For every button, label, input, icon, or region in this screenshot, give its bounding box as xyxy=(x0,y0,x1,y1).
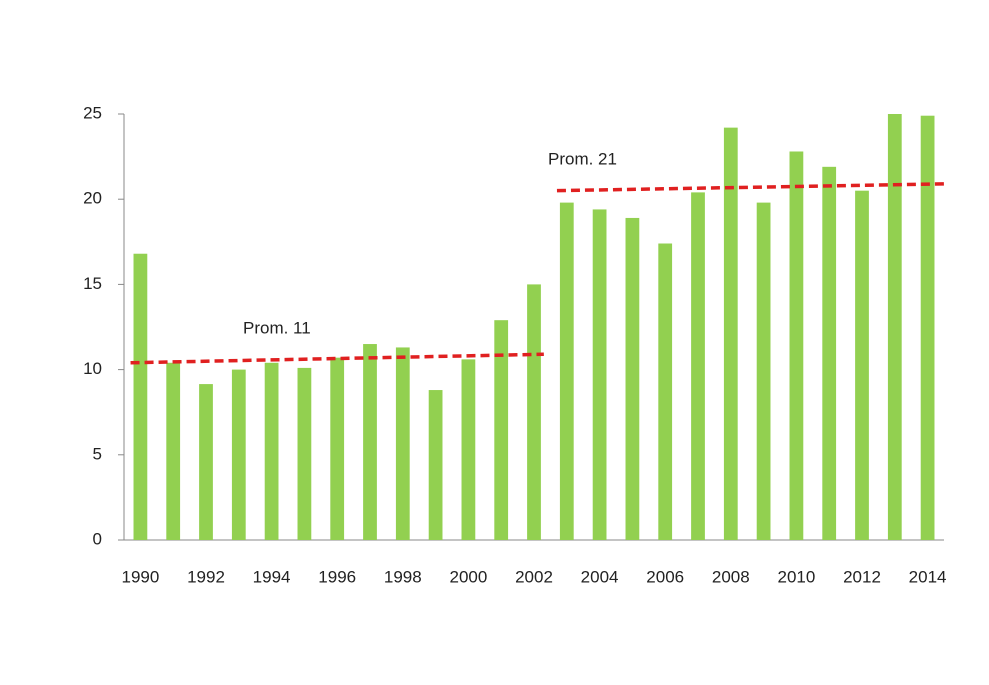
x-tick-label: 1994 xyxy=(253,567,291,586)
bar xyxy=(395,347,410,540)
bar xyxy=(920,115,935,540)
x-tick-label: 2010 xyxy=(777,567,815,586)
bar xyxy=(494,320,509,540)
y-tick-label: 0 xyxy=(93,529,102,548)
bar xyxy=(559,202,574,540)
trend-line xyxy=(130,352,544,365)
bar xyxy=(297,367,312,540)
x-tick-label: 2000 xyxy=(449,567,487,586)
x-tick-label: 1990 xyxy=(121,567,159,586)
bar xyxy=(133,253,148,540)
y-tick-label: 20 xyxy=(83,189,102,208)
y-tick-label: 15 xyxy=(83,274,102,293)
bar xyxy=(723,127,738,540)
bar xyxy=(789,151,804,540)
bar xyxy=(887,114,902,540)
bar xyxy=(231,369,246,540)
bar xyxy=(855,190,869,540)
bar xyxy=(691,192,705,540)
x-tick-label: 2004 xyxy=(581,567,619,586)
bar xyxy=(527,284,541,540)
annotation: Prom. 21 xyxy=(548,149,617,168)
y-tick-label: 10 xyxy=(83,359,102,378)
x-tick-label: 2002 xyxy=(515,567,553,586)
x-tick-label: 1996 xyxy=(318,567,356,586)
x-tick-label: 1998 xyxy=(384,567,422,586)
trend-line xyxy=(556,182,945,193)
annotation: Prom. 11 xyxy=(243,318,311,337)
y-tick-label: 5 xyxy=(93,444,102,463)
bar xyxy=(199,384,213,540)
x-tick-label: 2012 xyxy=(843,567,881,586)
bar xyxy=(166,362,181,540)
bar xyxy=(592,209,607,540)
bar xyxy=(658,243,673,540)
bar xyxy=(363,344,377,540)
bar xyxy=(625,217,640,540)
bar xyxy=(428,390,443,540)
bar xyxy=(264,362,279,540)
x-tick-label: 1992 xyxy=(187,567,225,586)
bar xyxy=(461,359,476,540)
x-tick-label: 2014 xyxy=(909,567,947,586)
bar xyxy=(756,202,771,540)
bar xyxy=(330,357,345,540)
x-tick-label: 2006 xyxy=(646,567,684,586)
x-tick-label: 2008 xyxy=(712,567,750,586)
bar xyxy=(822,166,837,540)
y-tick-label: 25 xyxy=(83,103,102,122)
